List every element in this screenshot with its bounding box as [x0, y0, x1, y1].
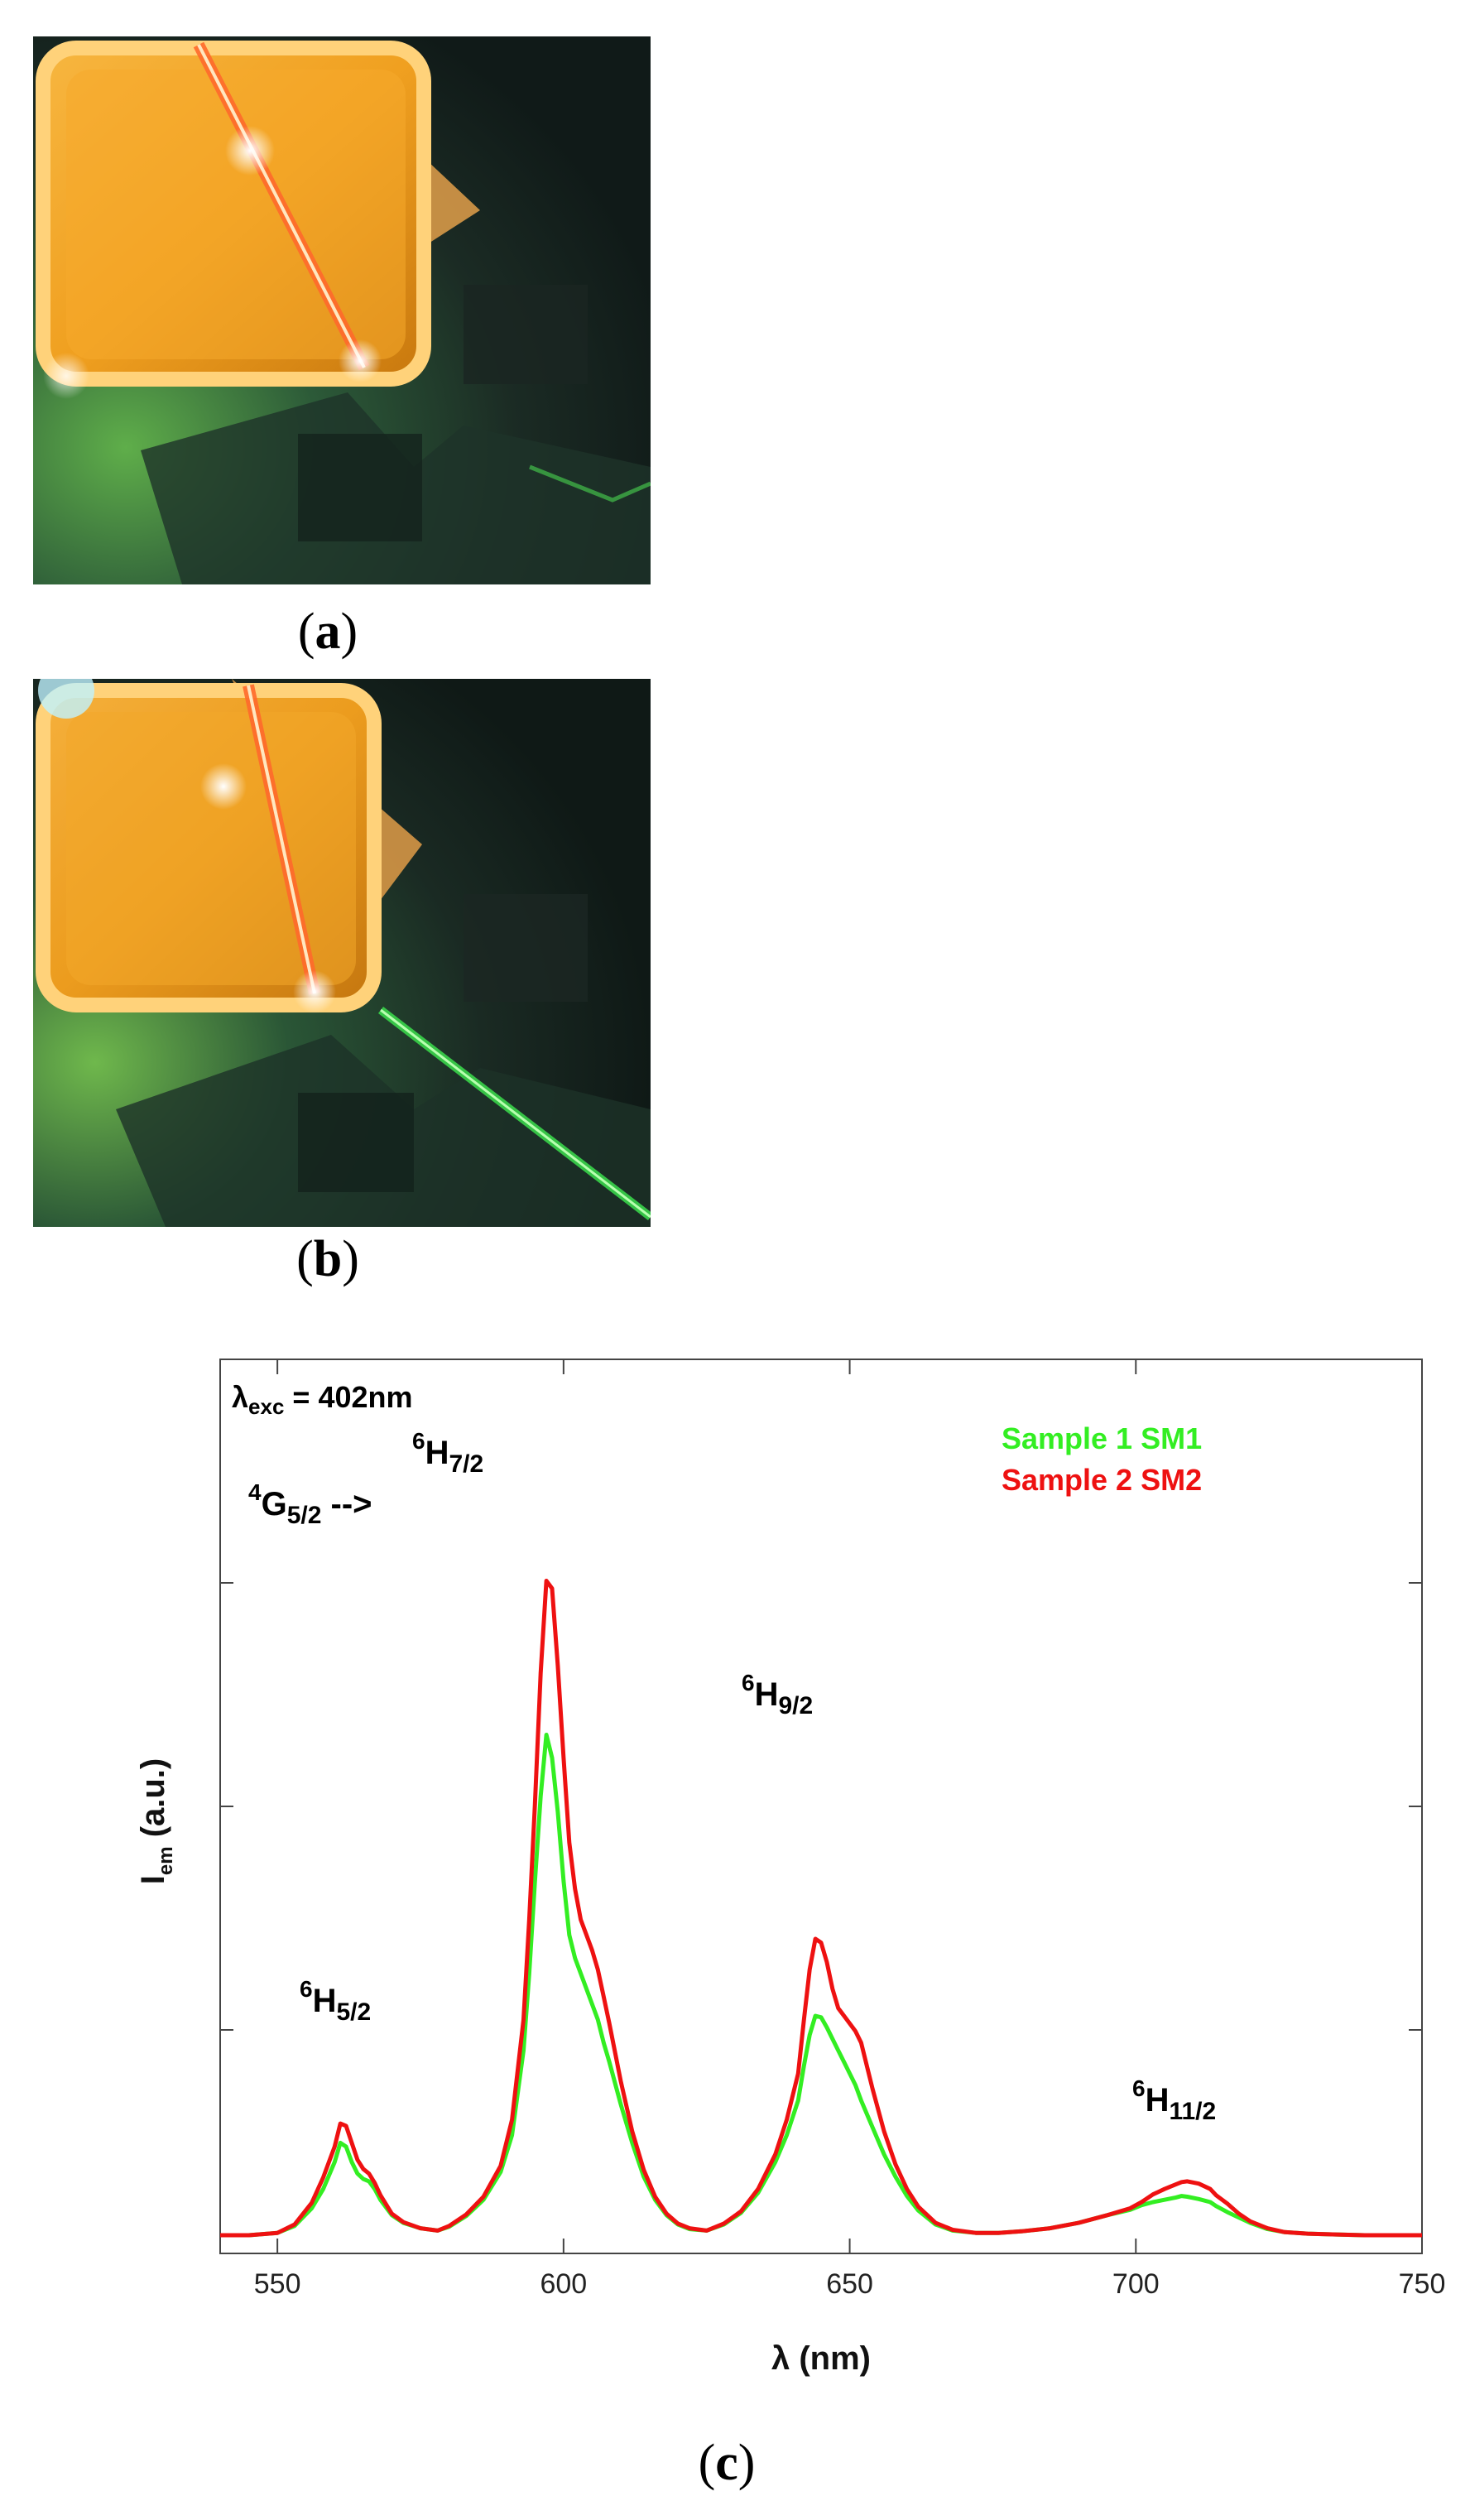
legend-entry-sample2: Sample 2 SM2: [1002, 1463, 1202, 1497]
series-line-sample-1: [220, 1733, 1422, 2238]
photo-b: [33, 679, 651, 1227]
series-line-sample-2: [220, 1579, 1422, 2238]
excitation-value: = 402nm: [284, 1380, 412, 1414]
panel-letter-a: a: [315, 604, 341, 660]
transition-main: G: [262, 1486, 287, 1522]
y-axis-title-main: I: [135, 1875, 171, 1884]
x-tick-labels: 550 600 650 700 750: [254, 2268, 1446, 2300]
panel-label-a: (a): [297, 604, 358, 660]
peak-label-6h52-sub: 5/2: [336, 1998, 371, 2026]
y-axis-title-sub: em: [155, 1846, 177, 1875]
peak-label-6h112-main: H: [1146, 2082, 1170, 2118]
axis-ticks: [220, 1359, 1423, 2253]
peak-label-6h72: 6H7/2: [412, 1428, 483, 1478]
peak-label-6h72-main: H: [425, 1435, 449, 1471]
y-axis-title-unit: (a.u.): [135, 1758, 171, 1847]
peak-label-6h72-sup: 6: [412, 1428, 425, 1454]
y-axis-title: Iem (a.u.): [135, 1758, 177, 1884]
x-tick-label-600: 600: [540, 2268, 587, 2300]
x-tick-label-550: 550: [254, 2268, 301, 2300]
peak-label-6h92-main: H: [755, 1676, 779, 1713]
legend: Sample 1 SM1 Sample 2 SM2: [1002, 1421, 1202, 1497]
photo-a-image: [33, 36, 651, 584]
transition-sup: 4: [248, 1479, 262, 1505]
transition-annotation: 4G5/2 -->: [248, 1479, 372, 1529]
peak-label-6h52-sup: 6: [300, 1976, 313, 2002]
peak-label-6h52: 6H5/2: [300, 1976, 371, 2026]
excitation-symbol: λ: [232, 1380, 248, 1414]
excitation-annotation: λexc = 402nm: [232, 1380, 413, 1419]
panel-label-c: (c): [698, 2435, 756, 2491]
peak-label-6h112-sup: 6: [1132, 2075, 1146, 2101]
photo-b-image: [33, 679, 651, 1227]
peak-label-6h52-main: H: [313, 1983, 337, 2019]
excitation-sub: exc: [248, 1394, 284, 1419]
panel-label-b: (b): [296, 1231, 359, 1287]
photo-a: [33, 36, 651, 584]
panel-letter-b: b: [313, 1231, 343, 1287]
peak-label-6h92-sup: 6: [742, 1670, 755, 1695]
x-axis-title: λ (nm): [771, 2340, 871, 2377]
peak-label-6h92: 6H9/2: [742, 1670, 813, 1719]
panel-letter-c: c: [715, 2435, 738, 2491]
x-tick-label-650: 650: [826, 2268, 873, 2300]
peak-label-6h112-sub: 11/2: [1169, 2098, 1216, 2125]
emission-spectrum-chart: 550 600 650 700 750 λ (nm) Iem (a.u.) λexc =…: [135, 1359, 1446, 2377]
peak-labels: 6H5/2 6H7/2 6H9/2 6H11/2: [300, 1428, 1216, 2125]
x-tick-label-750: 750: [1399, 2268, 1446, 2300]
legend-entry-sample1: Sample 1 SM1: [1002, 1421, 1202, 1455]
transition-sub: 5/2: [287, 1502, 322, 1529]
peak-label-6h72-sub: 7/2: [449, 1450, 483, 1478]
transition-arrow: -->: [321, 1486, 372, 1522]
peak-label-6h112: 6H11/2: [1132, 2075, 1216, 2125]
series-group: [220, 1579, 1422, 2238]
x-tick-label-700: 700: [1112, 2268, 1160, 2300]
plot-frame: [219, 1359, 1423, 2254]
peak-label-6h92-sub: 9/2: [778, 1692, 813, 1719]
